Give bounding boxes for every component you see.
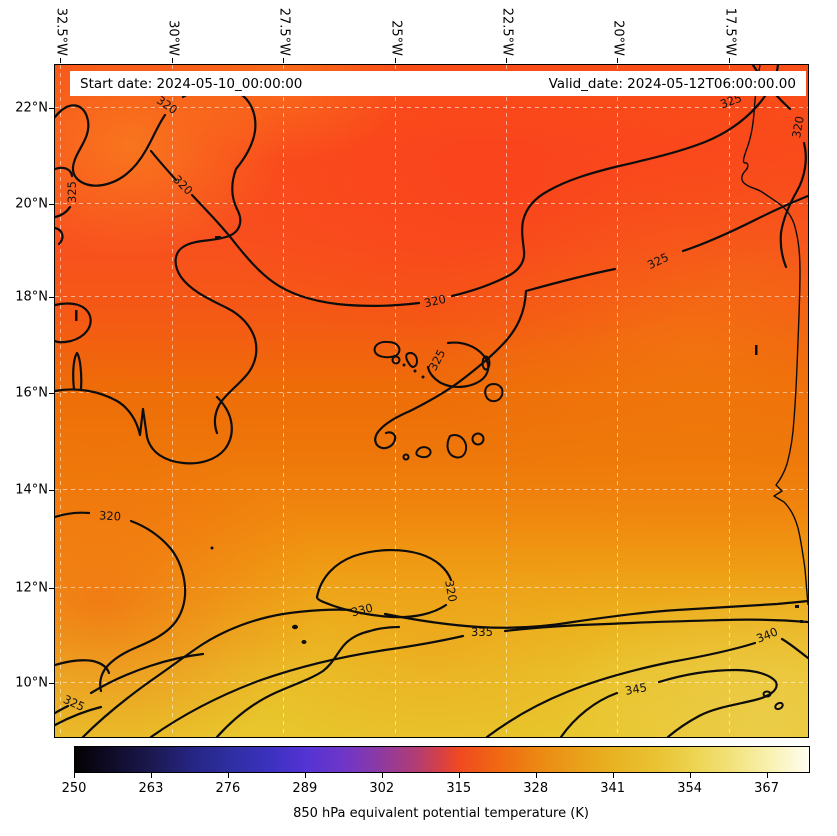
colorbar-tick-label: 354 xyxy=(677,781,703,796)
x-tick-mark xyxy=(395,58,397,63)
colorbar-tick-mark xyxy=(689,773,691,778)
gridline-h xyxy=(55,107,808,108)
x-tick-mark xyxy=(506,58,508,63)
x-tick-mark xyxy=(172,58,174,63)
gridline-h xyxy=(55,392,808,393)
y-tick-mark xyxy=(49,204,54,206)
colorbar-tick-mark xyxy=(535,773,537,778)
x-tick-mark xyxy=(729,58,731,63)
gridline-v xyxy=(506,65,507,737)
colorbar-tick-mark xyxy=(458,773,460,778)
colorbar-tick-label: 315 xyxy=(446,781,472,796)
colorbar-tick-mark xyxy=(381,773,383,778)
gridline-h xyxy=(55,587,808,588)
y-tick-label: 22°N xyxy=(15,100,48,116)
gridline-v xyxy=(172,65,173,737)
gridline-v xyxy=(617,65,618,737)
colorbar-tick-mark xyxy=(766,773,768,778)
gridline-v xyxy=(395,65,396,737)
cape-verde-islands xyxy=(373,340,504,461)
colorbar-tick-label: 263 xyxy=(138,781,164,796)
y-tick-mark xyxy=(49,588,54,590)
gridline-v xyxy=(283,65,284,737)
colorbar-tick-label: 328 xyxy=(523,781,549,796)
y-tick-label: 18°N xyxy=(15,289,48,305)
y-tick-mark xyxy=(49,683,54,685)
x-tick-label: 32.5°W xyxy=(53,7,69,56)
colorbar-tick-label: 302 xyxy=(369,781,395,796)
x-tick-label: 30°W xyxy=(165,20,181,56)
start-date-label: Start date: 2024-05-10_00:00:00 xyxy=(80,75,303,92)
colorbar-tick-label: 289 xyxy=(292,781,318,796)
y-tick-label: 12°N xyxy=(15,580,48,596)
y-tick-label: 10°N xyxy=(15,675,48,691)
map-area: 320 325 320 320 325 325 320 325 320 320 330 335 340 3… xyxy=(54,64,809,738)
colorbar-tick-mark xyxy=(612,773,614,778)
gridline-v xyxy=(729,65,730,737)
colorbar-tick-mark xyxy=(74,773,76,778)
contour-label: 325 xyxy=(65,181,79,203)
valid-date-label: Valid_date: 2024-05-12T06:00:00.00 xyxy=(548,75,796,92)
gridline-h xyxy=(55,296,808,297)
y-tick-label: 20°N xyxy=(15,196,48,212)
x-tick-mark xyxy=(283,58,285,63)
gridline-v xyxy=(60,65,61,737)
contour-label: 335 xyxy=(471,625,493,639)
x-tick-label: 25°W xyxy=(388,20,404,56)
gridline-h xyxy=(55,682,808,683)
x-tick-mark xyxy=(60,58,62,63)
colorbar-tick-mark xyxy=(304,773,307,778)
y-tick-mark xyxy=(49,108,54,110)
x-tick-label: 22.5°W xyxy=(499,7,515,56)
contour-layer xyxy=(55,65,808,737)
y-tick-mark xyxy=(49,490,54,492)
x-tick-label: 17.5°W xyxy=(722,7,738,56)
title-bar: Start date: 2024-05-10_00:00:00 Valid_da… xyxy=(70,71,806,96)
colorbar xyxy=(74,746,810,773)
colorbar-tick-label: 367 xyxy=(754,781,779,796)
y-tick-mark xyxy=(49,393,54,395)
colorbar-tick-mark xyxy=(227,773,230,778)
colorbar-tick-mark xyxy=(150,773,153,778)
gridline-h xyxy=(55,489,808,490)
contour-label: 320 xyxy=(98,508,122,524)
x-tick-label: 27.5°W xyxy=(276,7,292,56)
colorbar-tick-label: 276 xyxy=(215,781,241,796)
colorbar-label: 850 hPa equivalent potential temperature… xyxy=(293,806,589,821)
y-tick-mark xyxy=(49,297,54,299)
theta-e-contours xyxy=(55,65,808,737)
x-tick-label: 20°W xyxy=(610,20,626,56)
y-tick-label: 16°N xyxy=(15,385,48,401)
colorbar-tick-label: 341 xyxy=(600,781,626,796)
map-specks xyxy=(75,236,758,550)
y-tick-label: 14°N xyxy=(15,482,48,498)
x-tick-mark xyxy=(617,58,619,63)
colorbar-tick-label: 250 xyxy=(61,781,87,796)
gridline-h xyxy=(55,203,808,204)
africa-coastline xyxy=(741,65,808,606)
